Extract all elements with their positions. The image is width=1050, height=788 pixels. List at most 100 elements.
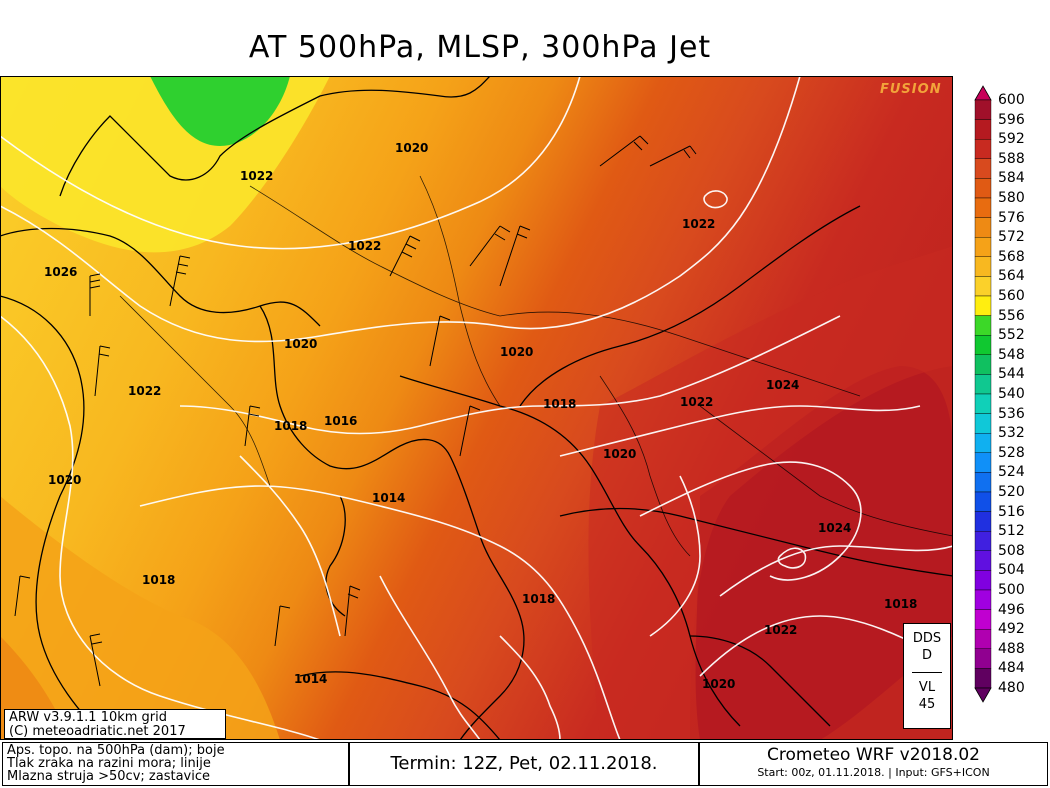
legend-arrow-top bbox=[974, 85, 992, 101]
legend-label: 592 bbox=[998, 131, 1025, 148]
isobar-label: 1022 bbox=[128, 384, 161, 398]
legend-label: 532 bbox=[998, 425, 1025, 442]
legend-swatch bbox=[974, 570, 992, 591]
legend-label: 568 bbox=[998, 248, 1025, 265]
jet-wind-barbs bbox=[14, 135, 697, 687]
legend-label: 524 bbox=[998, 464, 1025, 481]
legend-swatch bbox=[974, 354, 992, 375]
legend-swatch bbox=[974, 178, 992, 199]
legend-swatch bbox=[974, 197, 992, 218]
desc-line-1: Aps. topo. na 500hPa (dam); boje bbox=[7, 743, 225, 758]
legend-swatch bbox=[974, 433, 992, 454]
legend-label: 544 bbox=[998, 366, 1025, 383]
legend-swatch bbox=[974, 139, 992, 160]
dds-value: D bbox=[921, 648, 932, 663]
legend-label: 512 bbox=[998, 523, 1025, 540]
legend-label: 600 bbox=[998, 92, 1025, 108]
legend-swatch bbox=[974, 236, 992, 257]
legend-swatch bbox=[974, 589, 992, 610]
desc-line-3: Mlazna struja >50cv; zastavice bbox=[7, 769, 210, 784]
legend-label: 596 bbox=[998, 111, 1025, 128]
legend-label: 488 bbox=[998, 640, 1025, 657]
vl-label: VL bbox=[918, 680, 936, 695]
fusion-watermark: FUSION bbox=[880, 82, 942, 97]
zone-564-west bbox=[0, 496, 280, 740]
color-legend bbox=[974, 85, 992, 703]
zone-588 bbox=[588, 246, 953, 740]
model-start: Start: 00z, 01.11.2018. | Input: GFS+ICO… bbox=[757, 766, 990, 779]
legend-label: 516 bbox=[998, 503, 1025, 520]
legend-swatch bbox=[974, 452, 992, 473]
legend-label: 584 bbox=[998, 170, 1025, 187]
isobar-label: 1018 bbox=[543, 397, 576, 411]
isobar-label: 1020 bbox=[48, 473, 81, 487]
legend-arrow-bottom bbox=[974, 687, 992, 703]
legend-swatch bbox=[974, 119, 992, 140]
isobar-label: 1020 bbox=[395, 141, 428, 155]
model-name: Crometeo WRF v2018.02 bbox=[767, 745, 980, 765]
legend-swatch bbox=[974, 629, 992, 650]
coastlines bbox=[0, 76, 953, 740]
weather-map: 1020 1022 1022 1026 1022 1020 1020 1024 … bbox=[0, 76, 953, 740]
legend-swatch bbox=[974, 668, 992, 689]
isobar-label: 1020 bbox=[603, 447, 636, 461]
isobar-label: 1022 bbox=[680, 395, 713, 409]
isobar-label: 1018 bbox=[522, 592, 555, 606]
legend-swatch bbox=[974, 413, 992, 434]
legend-label: 536 bbox=[998, 405, 1025, 422]
legend-label: 552 bbox=[998, 327, 1025, 344]
legend-swatch bbox=[974, 334, 992, 355]
map-frame bbox=[0, 76, 953, 740]
isobar-label: 1022 bbox=[764, 623, 797, 637]
isobar-label: 1024 bbox=[818, 521, 851, 535]
isobar-label: 1018 bbox=[142, 573, 175, 587]
isobar-label: 1022 bbox=[348, 239, 381, 253]
legend-label: 556 bbox=[998, 307, 1025, 324]
legend-label: 508 bbox=[998, 542, 1025, 559]
dds-box: DDS D VL 45 bbox=[903, 623, 951, 729]
legend-swatch bbox=[974, 550, 992, 571]
isobar-label: 1026 bbox=[44, 265, 77, 279]
legend-label: 480 bbox=[998, 680, 1025, 696]
model-info-box: ARW v3.9.1.1 10km grid (C) meteoadriatic… bbox=[4, 709, 226, 739]
isobar-labels: 1020 1022 1022 1026 1022 1020 1020 1024 … bbox=[44, 141, 917, 691]
isobar-label: 1022 bbox=[682, 217, 715, 231]
legend-swatch bbox=[974, 295, 992, 316]
legend-swatch bbox=[974, 648, 992, 669]
legend-label: 540 bbox=[998, 386, 1025, 402]
legend-swatch bbox=[974, 374, 992, 395]
legend-swatch bbox=[974, 217, 992, 238]
legend-swatch bbox=[974, 315, 992, 336]
legend-swatch bbox=[974, 609, 992, 630]
map-title: AT 500hPa, MLSP, 300hPa Jet bbox=[248, 30, 712, 65]
legend-label: 528 bbox=[998, 444, 1025, 461]
legend-swatch bbox=[974, 99, 992, 120]
footer-description: Aps. topo. na 500hPa (dam); boje Tlak zr… bbox=[2, 742, 349, 786]
dds-divider bbox=[912, 672, 942, 673]
isobar-label: 1024 bbox=[766, 378, 799, 392]
vl-value: 45 bbox=[918, 697, 936, 712]
isobar-label: 1014 bbox=[372, 491, 405, 505]
legend-label: 548 bbox=[998, 346, 1025, 363]
footer-model-run: Crometeo WRF v2018.02 Start: 00z, 01.11.… bbox=[699, 742, 1048, 786]
legend-swatch bbox=[974, 393, 992, 414]
desc-line-2: Tlak zraka na razini mora; linije bbox=[7, 756, 211, 771]
isobar-label: 1018 bbox=[884, 597, 917, 611]
isobar-label: 1016 bbox=[324, 414, 357, 428]
legend-swatch bbox=[974, 472, 992, 493]
legend-swatch bbox=[974, 511, 992, 532]
legend-label: 504 bbox=[998, 562, 1025, 579]
zone-552-green bbox=[150, 76, 290, 146]
dds-label: DDS bbox=[912, 631, 942, 646]
legend-swatch bbox=[974, 158, 992, 179]
borders bbox=[119, 175, 953, 557]
isobar-label: 1020 bbox=[500, 345, 533, 359]
isobar-label: 1020 bbox=[702, 677, 735, 691]
legend-label: 484 bbox=[998, 660, 1025, 677]
isobar-label: 1020 bbox=[284, 337, 317, 351]
legend-label: 564 bbox=[998, 268, 1025, 285]
legend-label: 588 bbox=[998, 150, 1025, 167]
isobar-label: 1018 bbox=[274, 419, 307, 433]
legend-label: 500 bbox=[998, 582, 1025, 598]
isobar-label: 1014 bbox=[294, 672, 327, 686]
